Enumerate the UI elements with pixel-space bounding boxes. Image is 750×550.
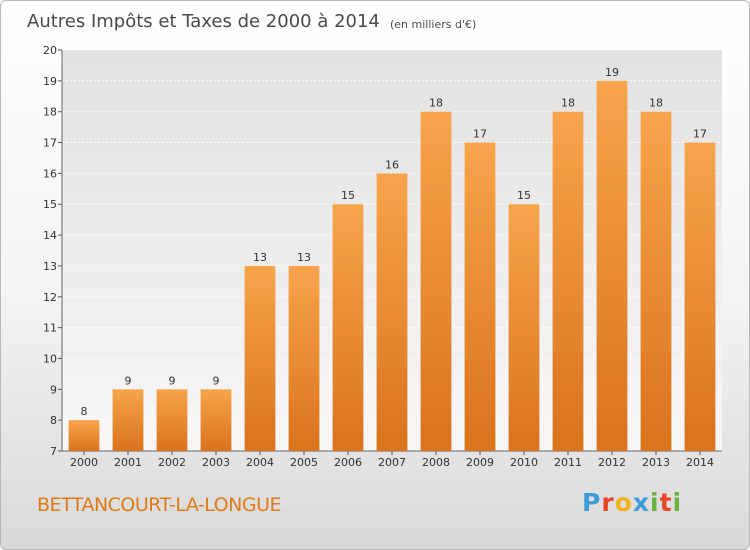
logo-letter: r bbox=[601, 488, 615, 517]
bar bbox=[552, 111, 584, 451]
logo-letter: i bbox=[650, 488, 660, 517]
proxiti-logo: Proxiti bbox=[582, 488, 682, 517]
y-tick-label: 11 bbox=[43, 322, 57, 335]
chart-subtitle: (en milliers d'€) bbox=[390, 18, 476, 31]
y-tick-label: 16 bbox=[43, 167, 57, 180]
data-label: 17 bbox=[693, 128, 707, 141]
data-label: 15 bbox=[517, 189, 531, 202]
x-tick-label: 2000 bbox=[70, 456, 98, 469]
bar bbox=[464, 142, 496, 452]
bar bbox=[596, 80, 628, 451]
data-label: 9 bbox=[169, 374, 176, 387]
y-tick-label: 8 bbox=[50, 414, 57, 427]
y-tick-label: 17 bbox=[43, 137, 57, 150]
data-label: 16 bbox=[385, 158, 399, 171]
x-tick-label: 2002 bbox=[158, 456, 186, 469]
bar bbox=[508, 204, 540, 451]
y-tick-label: 12 bbox=[43, 291, 57, 304]
data-label: 8 bbox=[81, 405, 88, 418]
bar bbox=[684, 142, 716, 452]
bar bbox=[288, 265, 320, 451]
x-tick-label: 2013 bbox=[642, 456, 670, 469]
y-tick-label: 10 bbox=[43, 352, 57, 365]
axes: 7 8 9 10 11 12 13 14 15 16 17 18 19 20 2000 2001 2002 200… bbox=[43, 44, 722, 469]
chart-title: Autres Impôts et Taxes de 2000 à 2014 bbox=[27, 11, 380, 32]
x-tick-label: 2005 bbox=[290, 456, 318, 469]
y-tick-label: 13 bbox=[43, 260, 57, 273]
x-tick-label: 2009 bbox=[466, 456, 494, 469]
data-label: 18 bbox=[429, 97, 443, 110]
logo-letter: P bbox=[582, 488, 602, 517]
logo-letter: x bbox=[632, 488, 650, 517]
data-label: 13 bbox=[253, 251, 267, 264]
x-tick-label: 2004 bbox=[246, 456, 274, 469]
y-tick-label: 7 bbox=[50, 445, 57, 458]
data-label: 18 bbox=[561, 97, 575, 110]
data-label: 18 bbox=[649, 97, 663, 110]
logo-letter: o bbox=[614, 488, 633, 517]
bar bbox=[376, 173, 408, 451]
logo-letter: i bbox=[672, 488, 683, 517]
data-label: 15 bbox=[341, 189, 355, 202]
data-labels: 8 9 9 9 13 13 15 16 18 17 15 18 19 18 17 bbox=[81, 66, 708, 418]
data-label: 9 bbox=[125, 374, 132, 387]
bar bbox=[244, 265, 276, 451]
bar bbox=[68, 420, 100, 451]
x-tick-label: 2011 bbox=[554, 456, 582, 469]
y-tick-label: 20 bbox=[43, 44, 57, 57]
x-tick-label: 2014 bbox=[686, 456, 714, 469]
x-tick-label: 2008 bbox=[422, 456, 450, 469]
data-label: 13 bbox=[297, 251, 311, 264]
data-label: 17 bbox=[473, 128, 487, 141]
bar bbox=[156, 389, 188, 451]
y-tick-label: 9 bbox=[50, 383, 57, 396]
x-tick-label: 2012 bbox=[598, 456, 626, 469]
data-label: 19 bbox=[605, 66, 619, 79]
bar bbox=[420, 111, 452, 451]
bar bbox=[332, 204, 364, 451]
y-tick-label: 19 bbox=[43, 75, 57, 88]
bar bbox=[640, 111, 672, 451]
x-tick-label: 2007 bbox=[378, 456, 406, 469]
bar bbox=[112, 389, 144, 451]
y-tick-label: 18 bbox=[43, 106, 57, 119]
x-tick-label: 2003 bbox=[202, 456, 230, 469]
x-tick-label: 2010 bbox=[510, 456, 538, 469]
x-tick-label: 2006 bbox=[334, 456, 362, 469]
data-label: 9 bbox=[213, 374, 220, 387]
y-tick-label: 15 bbox=[43, 198, 57, 211]
bar bbox=[200, 389, 232, 451]
logo-letter: t bbox=[659, 488, 673, 517]
bars bbox=[68, 80, 716, 452]
x-tick-label: 2001 bbox=[114, 456, 142, 469]
commune-name: BETTANCOURT-LA-LONGUE bbox=[37, 494, 282, 516]
y-tick-label: 14 bbox=[43, 229, 57, 242]
